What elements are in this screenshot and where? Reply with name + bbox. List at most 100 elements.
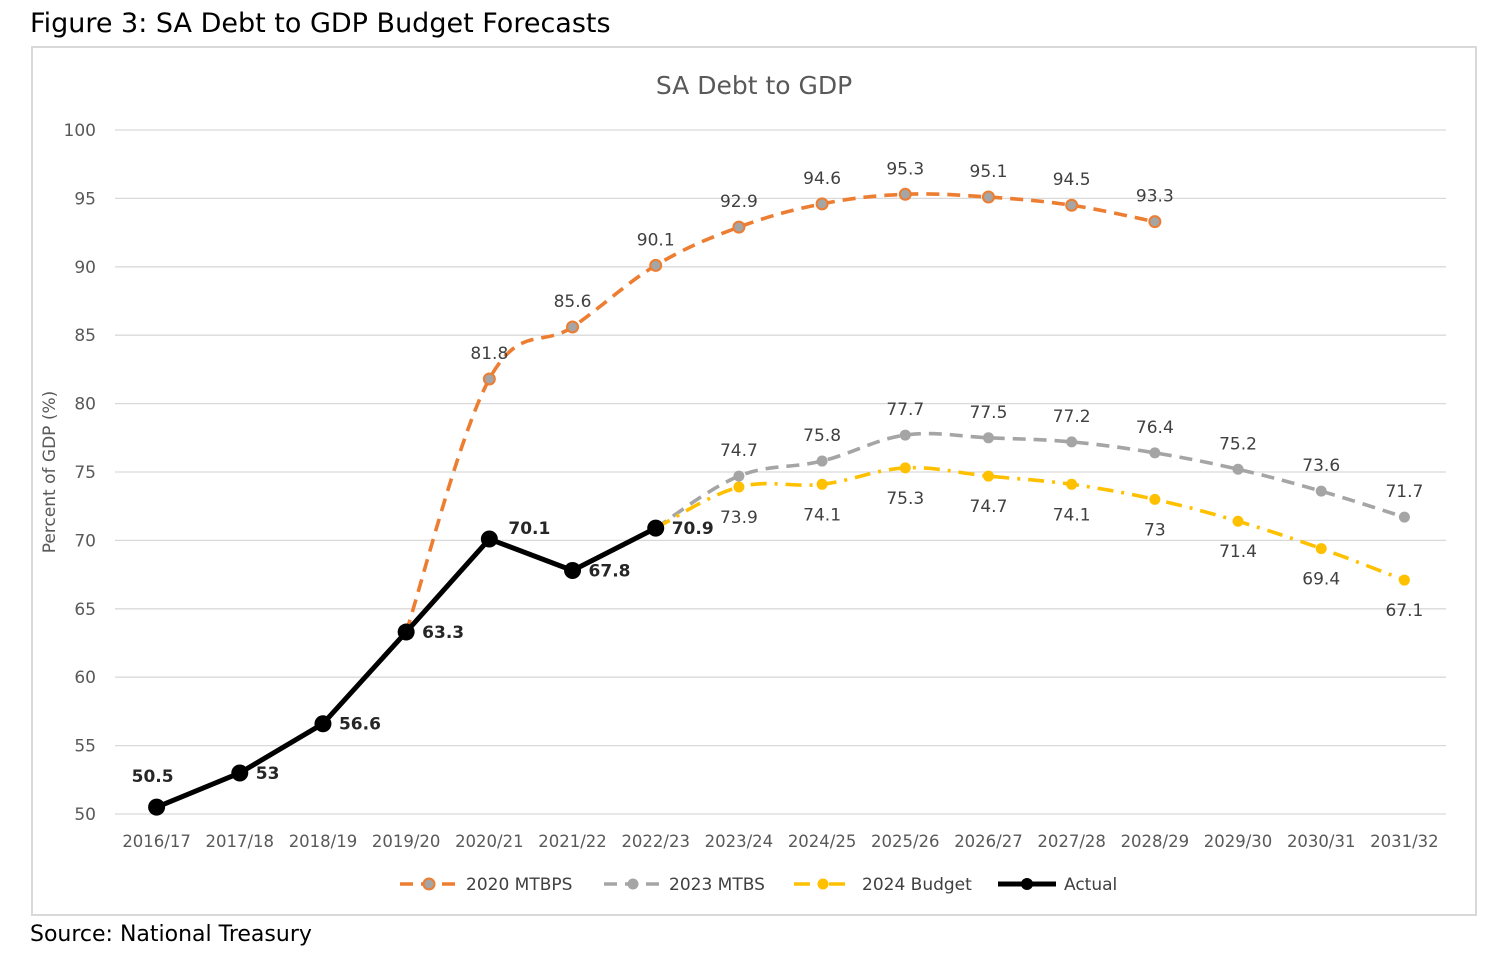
chart-title: SA Debt to GDP (656, 71, 852, 100)
data-point-2023-mtbs (733, 470, 745, 482)
data-point-2023-mtbs (982, 432, 994, 444)
data-point-actual (564, 561, 582, 579)
legend-item-2024-budget: 2024 Budget (794, 875, 972, 895)
data-label: 77.7 (886, 400, 924, 420)
x-tick-label: 2027/28 (1037, 832, 1106, 851)
legend-label: 2020 MTBPS (466, 875, 572, 895)
data-label: 53 (256, 764, 280, 784)
data-point-2024-budget (1149, 493, 1161, 505)
data-point-actual (231, 764, 249, 782)
y-tick-label: 55 (74, 737, 96, 757)
data-point-2020-mtbps (649, 258, 663, 272)
data-label: 75.3 (886, 489, 924, 509)
data-label: 73.9 (720, 508, 758, 528)
legend-swatch-marker (422, 877, 436, 891)
y-tick-label: 50 (74, 805, 96, 825)
data-point-2023-mtbs (899, 429, 911, 441)
data-point-actual (314, 715, 332, 733)
data-point-2023-mtbs (816, 455, 828, 467)
legend-label: 2023 MTBS (669, 875, 765, 895)
data-point-2020-mtbps (1065, 198, 1079, 212)
data-label: 73 (1144, 520, 1166, 540)
x-tick-label: 2022/23 (621, 832, 690, 851)
x-tick-label: 2030/31 (1287, 832, 1356, 851)
data-label: 75.2 (1219, 434, 1257, 454)
data-label: 76.4 (1136, 418, 1174, 438)
data-point-actual (148, 798, 166, 816)
legend-swatch-marker (817, 878, 829, 890)
data-label: 50.5 (132, 767, 174, 787)
data-point-2024-budget (733, 481, 745, 493)
series-line-2020-mtbps (404, 192, 1156, 633)
data-label: 73.6 (1302, 456, 1340, 476)
data-label: 92.9 (720, 192, 758, 212)
y-tick-label: 65 (74, 600, 96, 620)
x-tick-label: 2020/21 (455, 832, 524, 851)
legend-label: 2024 Budget (862, 875, 972, 895)
data-label: 77.2 (1053, 407, 1091, 427)
data-point-2020-mtbps (732, 220, 746, 234)
data-label: 74.1 (1053, 505, 1091, 525)
data-point-2023-mtbs (1232, 463, 1244, 475)
data-point-2024-budget (1315, 543, 1327, 555)
y-tick-label: 80 (74, 395, 96, 415)
x-tick-labels: 2016/17 2017/18 2018/19 2019/20 2020/21 2021/… (122, 832, 1438, 851)
data-point-2024-budget (982, 470, 994, 482)
data-point-2024-budget (1232, 515, 1244, 527)
data-label: 56.6 (339, 715, 381, 735)
data-point-actual (647, 519, 665, 537)
legend: 2020 MTBPS 2023 MTBS 2024 Budget Actual (400, 875, 1117, 895)
data-point-2020-mtbps (898, 187, 912, 201)
data-point-2023-mtbs (1398, 511, 1410, 523)
y-tick-label: 60 (74, 668, 96, 688)
data-label: 94.5 (1053, 170, 1091, 190)
x-tick-label: 2021/22 (538, 832, 607, 851)
data-label: 74.1 (803, 505, 841, 525)
x-tick-label: 2029/30 (1204, 832, 1273, 851)
data-point-2020-mtbps (815, 197, 829, 211)
x-tick-label: 2025/26 (871, 832, 940, 851)
legend-label: Actual (1064, 875, 1117, 895)
y-tick-label: 85 (74, 326, 96, 346)
y-tick-labels: 50 55 60 65 70 75 80 85 90 95 100 (64, 121, 96, 825)
y-tick-label: 95 (74, 189, 96, 209)
x-tick-label: 2016/17 (122, 832, 191, 851)
x-tick-label: 2026/27 (954, 832, 1023, 851)
legend-item-2023-mtbs: 2023 MTBS (604, 875, 765, 895)
legend-swatch-marker (1021, 878, 1033, 890)
data-label: 75.8 (803, 426, 841, 446)
data-label: 81.8 (470, 344, 508, 364)
data-labels: 81.8 85.6 90.1 92.9 94.6 95.3 95.1 94.5 93.3 74.7… (132, 159, 1424, 787)
legend-item-2020-mtbps: 2020 MTBPS (400, 875, 572, 895)
data-point-2023-mtbs (1149, 447, 1161, 459)
data-label: 69.4 (1302, 570, 1340, 590)
data-label: 70.9 (672, 519, 714, 539)
source-note: Source: National Treasury (30, 922, 312, 947)
y-axis-label: Percent of GDP (%) (40, 391, 60, 554)
x-tick-label: 2018/19 (289, 832, 358, 851)
legend-swatch-marker (627, 878, 639, 890)
data-label: 95.1 (970, 162, 1008, 182)
figure-title: Figure 3: SA Debt to GDP Budget Forecast… (30, 8, 611, 39)
data-point-2024-budget (1398, 574, 1410, 586)
x-tick-label: 2023/24 (705, 832, 774, 851)
data-label: 74.7 (970, 497, 1008, 517)
y-tick-label: 100 (64, 121, 96, 141)
x-tick-label: 2019/20 (372, 832, 441, 851)
data-label: 71.4 (1219, 542, 1257, 562)
data-label: 77.5 (970, 403, 1008, 423)
x-tick-label: 2028/29 (1121, 832, 1190, 851)
data-point-actual (397, 623, 415, 641)
series-line-2024-budget (654, 465, 1406, 582)
y-tick-label: 70 (74, 531, 96, 551)
data-label: 94.6 (803, 169, 841, 189)
data-point-2024-budget (816, 478, 828, 490)
data-point-2020-mtbps (981, 190, 995, 204)
data-label: 67.1 (1385, 601, 1423, 621)
data-label: 90.1 (637, 230, 675, 250)
data-point-2024-budget (899, 462, 911, 474)
data-label: 71.7 (1385, 482, 1423, 502)
x-tick-label: 2017/18 (206, 832, 275, 851)
chart-frame (31, 46, 1477, 916)
data-point-2020-mtbps (566, 320, 580, 334)
